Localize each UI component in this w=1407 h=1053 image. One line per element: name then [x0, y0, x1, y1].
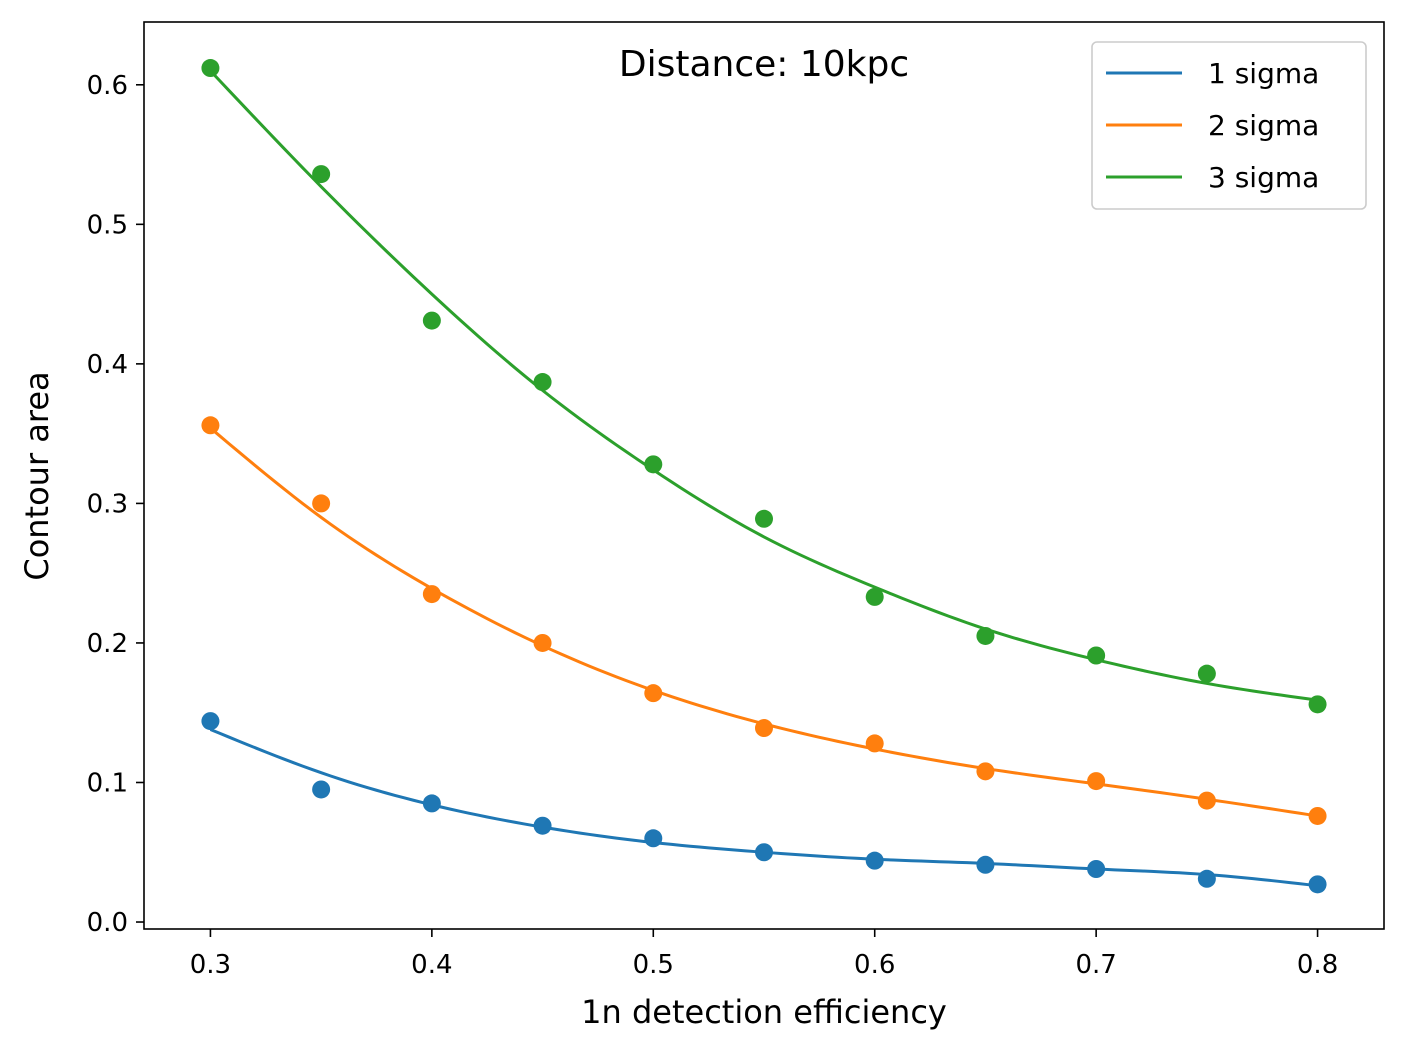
data-point-series-3	[865, 587, 884, 606]
data-point-series-3	[976, 626, 995, 645]
legend-label-series-1: 1 sigma	[1208, 57, 1319, 90]
data-point-series-3	[201, 59, 220, 78]
data-point-series-3	[1087, 646, 1106, 665]
x-tick-label: 0.3	[190, 950, 231, 980]
chart-title: Distance: 10kpc	[619, 44, 909, 85]
data-point-series-2	[533, 633, 552, 652]
data-point-series-2	[312, 494, 331, 513]
y-tick-label: 0.2	[87, 629, 128, 659]
data-point-series-1	[865, 851, 884, 870]
y-tick-label: 0.5	[87, 210, 128, 240]
data-point-series-2	[865, 734, 884, 753]
data-point-series-2	[201, 416, 220, 435]
data-point-series-2	[422, 585, 441, 604]
x-tick-label: 0.7	[1075, 950, 1116, 980]
x-tick-label: 0.6	[854, 950, 895, 980]
fit-line-series-3	[209, 69, 1318, 702]
x-tick-label: 0.8	[1297, 950, 1338, 980]
data-point-series-2	[1308, 806, 1327, 825]
data-point-series-3	[755, 509, 773, 528]
data-point-series-2	[1197, 791, 1216, 810]
data-point-series-3	[1197, 664, 1216, 683]
y-axis-label: Contour area	[18, 371, 56, 580]
legend-label-series-3: 3 sigma	[1208, 161, 1319, 194]
axis-ticks: 0.3 0.4 0.5 0.6 0.7 0.8 0.0 0.1 0.2 0.3 0.4 0.5 0.6	[87, 71, 1339, 980]
data-point-series-3	[422, 311, 441, 330]
data-point-series-1	[201, 712, 220, 731]
legend-label-series-2: 2 sigma	[1208, 109, 1319, 142]
data-point-series-3	[1308, 695, 1327, 714]
data-point-series-1	[1087, 860, 1106, 878]
data-point-series-1	[755, 843, 773, 862]
y-tick-label: 0.3	[87, 489, 128, 519]
data-point-series-2	[644, 684, 663, 703]
data-point-series-1	[644, 829, 663, 848]
plot-area	[201, 59, 1327, 894]
y-tick-label: 0.1	[87, 768, 128, 798]
data-point-series-2	[976, 762, 995, 781]
data-point-series-2	[755, 719, 773, 738]
data-point-series-1	[533, 816, 552, 835]
data-point-series-3	[644, 455, 663, 474]
legend: 1 sigma 2 sigma 3 sigma	[1091, 41, 1367, 210]
data-point-series-3	[312, 165, 331, 184]
data-point-series-1	[422, 794, 441, 813]
plot-frame	[143, 21, 1385, 930]
data-point-series-1	[976, 855, 995, 874]
data-point-series-1	[1197, 869, 1216, 888]
x-tick-label: 0.5	[633, 950, 674, 980]
y-tick-label: 0.6	[87, 71, 128, 101]
legend-box	[1091, 41, 1367, 210]
data-point-series-1	[312, 780, 331, 799]
x-tick-label: 0.4	[411, 950, 452, 980]
y-tick-label: 0.4	[87, 350, 128, 380]
x-axis-label: 1n detection efficiency	[581, 993, 947, 1031]
data-point-series-2	[1087, 772, 1106, 791]
data-point-series-3	[533, 373, 552, 392]
y-tick-label: 0.0	[87, 908, 128, 938]
data-point-series-1	[1308, 875, 1327, 894]
